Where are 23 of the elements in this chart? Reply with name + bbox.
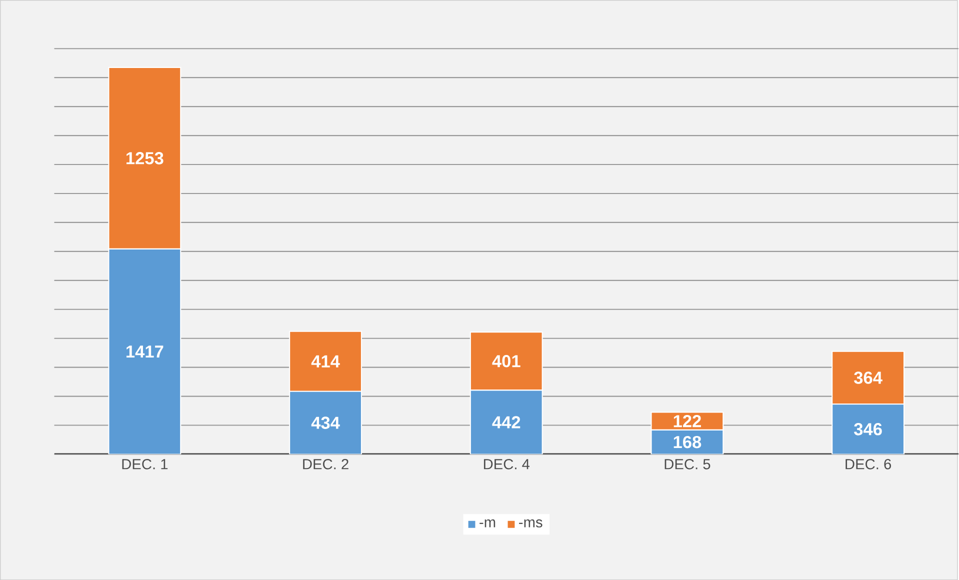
- x-tick-label: DEC. 1: [122, 458, 168, 470]
- data-label: 1417: [126, 346, 164, 358]
- x-tick-label: DEC. 5: [664, 458, 710, 470]
- legend-label: -m: [480, 519, 496, 528]
- data-label: 1253: [126, 152, 164, 164]
- bar: [832, 403, 905, 454]
- bar: [289, 330, 362, 392]
- data-label: 442: [492, 416, 520, 428]
- data-label: 168: [674, 436, 702, 448]
- bar: [470, 390, 543, 454]
- bar: [108, 248, 182, 454]
- data-label: 122: [674, 414, 701, 427]
- data-label: 401: [492, 354, 520, 368]
- data-label: 346: [854, 422, 882, 436]
- x-tick-label: DEC. 2: [303, 458, 348, 470]
- x-tick-label: DEC. 4: [484, 458, 530, 470]
- data-label: 434: [311, 416, 340, 429]
- legend-label: -ms: [519, 519, 542, 528]
- bar: [289, 390, 362, 454]
- bar: [470, 331, 543, 391]
- x-tick-label: DEC. 6: [846, 458, 891, 470]
- data-label: 364: [854, 371, 882, 384]
- data-label: 414: [311, 355, 340, 368]
